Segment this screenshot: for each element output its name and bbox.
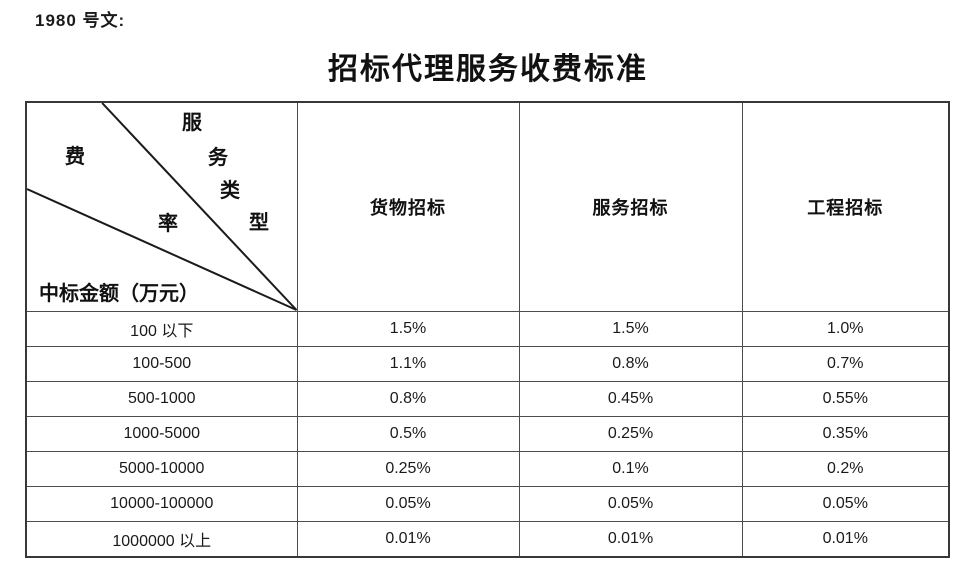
table-row: 5000-10000 0.25% 0.1% 0.2% bbox=[25, 451, 950, 487]
fee-rate-cell: 0.45% bbox=[518, 381, 743, 417]
fee-rate-cell: 0.25% bbox=[296, 451, 520, 487]
table-row: 500-1000 0.8% 0.45% 0.55% bbox=[25, 381, 950, 417]
fee-rate-cell: 1.1% bbox=[296, 346, 520, 382]
table-row: 10000-100000 0.05% 0.05% 0.05% bbox=[25, 486, 950, 522]
bid-amount-range-cell: 500-1000 bbox=[25, 381, 298, 417]
fee-table-body: 100 以下 1.5% 1.5% 1.0% 100-500 1.1% 0.8% 0.7% 500… bbox=[25, 311, 950, 558]
table-row: 100 以下 1.5% 1.5% 1.0% bbox=[25, 311, 950, 347]
doc-ref-label: 1980 号文: bbox=[35, 11, 126, 30]
bid-amount-range-cell: 1000-5000 bbox=[25, 416, 298, 452]
page-title: 招标代理服务收费标准 bbox=[328, 53, 648, 86]
fee-rate-cell: 0.1% bbox=[518, 451, 743, 487]
column-header-service: 服务招标 bbox=[518, 101, 743, 312]
header-row: 服 务 类 型 费 率 中标金额（万元） 货物招标 服务招标 工程招标 bbox=[25, 101, 950, 312]
diag-label-service-type-char: 务 bbox=[208, 147, 228, 169]
bid-amount-range-cell: 10000-100000 bbox=[25, 486, 298, 522]
bid-amount-range-cell: 100-500 bbox=[25, 346, 298, 382]
diag-label-service-type-char: 服 bbox=[182, 112, 202, 134]
table-row: 100-500 1.1% 0.8% 0.7% bbox=[25, 346, 950, 382]
fee-rate-cell: 1.0% bbox=[741, 311, 950, 347]
fee-rate-cell: 0.05% bbox=[518, 486, 743, 522]
column-header-engineering: 工程招标 bbox=[741, 101, 950, 312]
diagonal-corner-content: 服 务 类 型 费 率 中标金额（万元） bbox=[27, 103, 297, 311]
fee-rate-cell: 0.01% bbox=[296, 521, 520, 558]
fee-rate-cell: 0.8% bbox=[296, 381, 520, 417]
fee-rate-cell: 0.35% bbox=[741, 416, 950, 452]
fee-rate-cell: 0.8% bbox=[518, 346, 743, 382]
fee-rate-cell: 1.5% bbox=[296, 311, 520, 347]
fee-table: 服 务 类 型 费 率 中标金额（万元） 货物招标 服务招标 工程招标 100 … bbox=[25, 101, 950, 558]
table-row: 1000-5000 0.5% 0.25% 0.35% bbox=[25, 416, 950, 452]
fee-rate-cell: 0.25% bbox=[518, 416, 743, 452]
fee-rate-cell: 1.5% bbox=[518, 311, 743, 347]
bid-amount-range-cell: 100 以下 bbox=[25, 311, 298, 347]
bid-amount-range-cell: 1000000 以上 bbox=[25, 521, 298, 558]
table-row: 1000000 以上 0.01% 0.01% 0.01% bbox=[25, 521, 950, 558]
diag-label-service-type-char: 类 bbox=[220, 180, 240, 202]
fee-rate-cell: 0.01% bbox=[741, 521, 950, 558]
fee-rate-cell: 0.55% bbox=[741, 381, 950, 417]
diagonal-corner-cell: 服 务 类 型 费 率 中标金额（万元） bbox=[25, 101, 298, 312]
fee-rate-cell: 0.05% bbox=[296, 486, 520, 522]
column-header-goods: 货物招标 bbox=[296, 101, 520, 312]
diag-label-fee-rate-char: 费 bbox=[65, 146, 85, 168]
bid-amount-range-cell: 5000-10000 bbox=[25, 451, 298, 487]
corner-bid-amount-label: 中标金额（万元） bbox=[39, 283, 199, 305]
fee-rate-cell: 0.5% bbox=[296, 416, 520, 452]
fee-rate-cell: 0.7% bbox=[741, 346, 950, 382]
diag-label-fee-rate-char: 率 bbox=[158, 213, 178, 235]
diagonal-lines bbox=[27, 103, 297, 311]
fee-rate-cell: 0.01% bbox=[518, 521, 743, 558]
fee-rate-cell: 0.05% bbox=[741, 486, 950, 522]
diag-label-service-type-char: 型 bbox=[249, 212, 269, 234]
fee-rate-cell: 0.2% bbox=[741, 451, 950, 487]
